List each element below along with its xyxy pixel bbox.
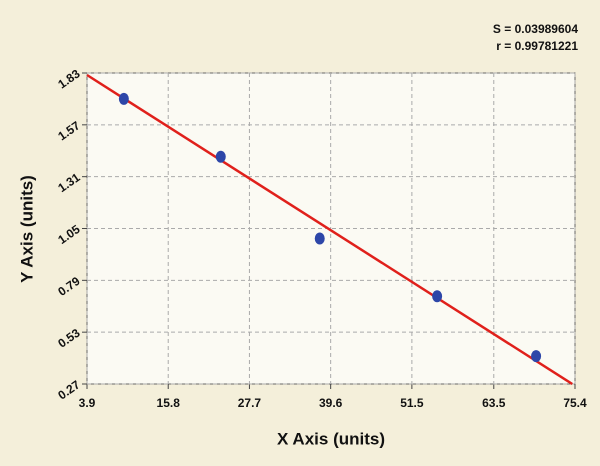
x-axis-title: X Axis (units) [277, 429, 385, 448]
x-tick-label: 51.5 [400, 396, 424, 410]
x-tick-label: 15.8 [157, 396, 181, 410]
x-tick-label: 39.6 [319, 396, 343, 410]
y-axis-title: Y Axis (units) [17, 175, 36, 283]
x-tick-label: 3.9 [79, 396, 96, 410]
x-tick-label: 63.5 [482, 396, 506, 410]
x-tick-label: 75.4 [563, 396, 587, 410]
data-point [118, 92, 129, 105]
fit-line [86, 73, 573, 386]
data-point [215, 150, 226, 163]
annotation: S = 0.03989604 [493, 22, 578, 36]
x-tick-label: 27.7 [238, 396, 262, 410]
annotation: r = 0.99781221 [496, 39, 578, 53]
data-point [314, 232, 325, 245]
data-point [432, 290, 443, 303]
data-point [531, 350, 542, 363]
